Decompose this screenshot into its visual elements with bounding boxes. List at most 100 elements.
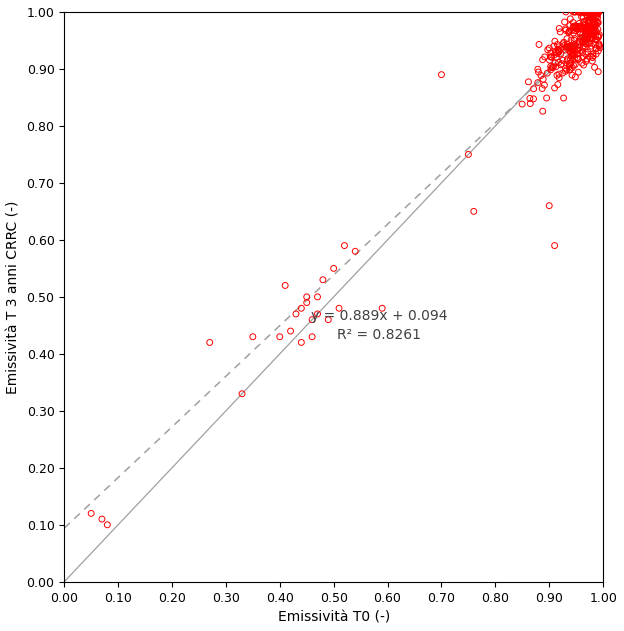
Point	[582, 33, 592, 43]
Point	[584, 16, 594, 27]
Point	[578, 17, 588, 27]
Point	[593, 7, 603, 17]
Point	[588, 7, 598, 17]
Point	[545, 48, 555, 58]
Point	[558, 55, 568, 65]
Point	[591, 35, 601, 45]
Point	[561, 25, 571, 35]
Point	[302, 297, 312, 307]
Point	[590, 18, 600, 28]
Point	[587, 9, 597, 19]
Point	[558, 93, 568, 103]
Point	[587, 15, 597, 25]
Point	[577, 48, 587, 58]
Point	[575, 36, 585, 46]
Point	[586, 33, 596, 44]
Point	[552, 52, 562, 62]
Point	[555, 44, 565, 54]
Point	[581, 29, 591, 39]
Point	[561, 7, 571, 17]
Point	[585, 7, 595, 17]
Point	[587, 7, 597, 17]
Point	[562, 44, 572, 54]
Point	[275, 332, 285, 342]
Point	[572, 21, 582, 32]
Point	[578, 7, 588, 17]
Point	[529, 84, 539, 94]
Point	[590, 21, 600, 32]
Point	[583, 25, 593, 35]
Point	[570, 41, 580, 51]
Point	[572, 52, 582, 62]
Point	[568, 44, 578, 54]
Point	[558, 38, 568, 49]
Point	[582, 35, 592, 45]
Point	[524, 77, 534, 87]
Point	[589, 7, 599, 17]
Point	[580, 7, 590, 17]
Point	[590, 39, 600, 49]
Point	[583, 21, 593, 32]
Point	[577, 7, 587, 17]
Point	[552, 70, 562, 80]
Point	[573, 45, 583, 55]
Point	[583, 16, 593, 27]
Point	[588, 11, 598, 21]
Point	[583, 15, 593, 25]
Point	[584, 22, 594, 32]
Point	[550, 240, 560, 251]
Point	[551, 62, 561, 72]
Point	[570, 33, 580, 44]
Point	[592, 7, 602, 17]
Point	[550, 83, 560, 93]
Point	[540, 52, 550, 62]
Point	[573, 67, 583, 77]
Point	[593, 25, 603, 35]
Point	[559, 37, 569, 47]
Point	[534, 67, 544, 77]
Point	[582, 15, 592, 25]
Point	[550, 36, 560, 46]
Point	[582, 23, 592, 33]
Point	[562, 65, 572, 75]
Point	[593, 46, 603, 56]
Point	[568, 7, 578, 17]
Point	[589, 15, 599, 25]
Point	[562, 39, 572, 49]
Point	[585, 16, 595, 27]
Point	[574, 18, 584, 28]
Point	[587, 14, 597, 24]
Point	[573, 24, 583, 34]
Point	[586, 24, 596, 34]
Point	[542, 68, 552, 78]
Point	[586, 13, 596, 23]
Point	[583, 17, 593, 27]
Point	[555, 27, 565, 37]
Point	[350, 246, 360, 256]
Point	[580, 32, 590, 42]
Point	[591, 35, 601, 45]
Point	[585, 35, 595, 45]
Point	[339, 240, 349, 251]
Point	[565, 65, 575, 75]
Point	[318, 274, 328, 285]
Point	[593, 13, 603, 23]
Point	[313, 292, 323, 302]
Point	[569, 7, 579, 17]
Point	[586, 25, 596, 35]
Point	[577, 58, 587, 68]
Point	[296, 338, 306, 348]
Point	[547, 52, 557, 62]
Point	[567, 62, 577, 73]
Point	[570, 22, 580, 32]
Point	[566, 57, 576, 68]
Point	[593, 18, 603, 28]
Point	[568, 60, 578, 70]
Point	[551, 47, 561, 57]
Point	[578, 37, 588, 47]
Point	[86, 509, 96, 519]
Point	[584, 16, 594, 27]
Point	[586, 26, 596, 36]
Point	[565, 47, 575, 57]
Point	[566, 35, 576, 45]
